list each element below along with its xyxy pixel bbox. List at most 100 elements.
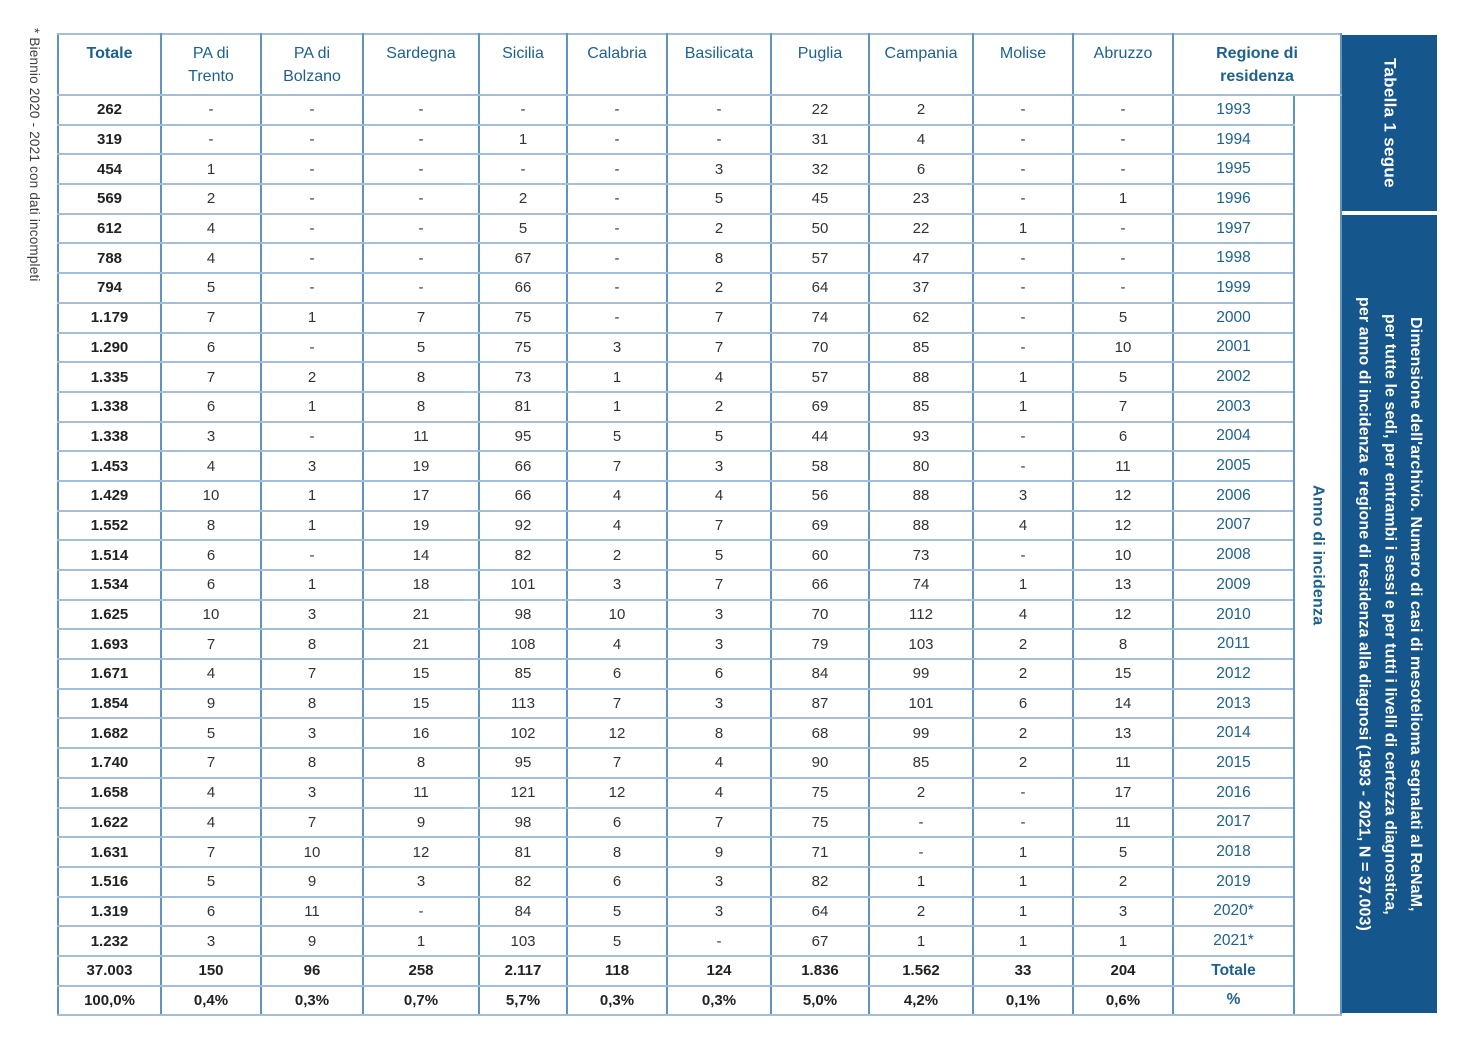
value-cell: - (1072, 153, 1174, 186)
value-cell: 1 (260, 569, 364, 601)
value-cell: - (362, 242, 480, 275)
value-cell: 23 (868, 183, 974, 215)
value-cell: 4 (972, 509, 1074, 542)
value-cell: - (260, 94, 364, 126)
value-cell: 2 (868, 895, 974, 928)
value-cell: 45 (770, 183, 870, 215)
value-cell: 7 (666, 806, 772, 839)
value-cell: 2 (868, 94, 974, 126)
value-cell: 84 (478, 895, 568, 928)
column-header: Basilicata (666, 33, 772, 96)
value-cell: 8 (362, 361, 480, 393)
value-cell: - (972, 123, 1074, 156)
value-cell: 12 (1072, 479, 1174, 512)
value-cell: 1.179 (57, 301, 162, 334)
year-cell: 2012 (1172, 658, 1295, 690)
value-cell: 1 (260, 390, 364, 423)
year-cell: 2014 (1172, 717, 1295, 750)
value-cell: 32 (770, 153, 870, 186)
value-cell: 11 (1072, 806, 1174, 839)
value-cell: 5 (566, 925, 668, 957)
value-cell: - (972, 776, 1074, 809)
table-row: 1.854 9 8 15 113 7 3 87 101 6 14 2013 (57, 687, 1341, 720)
table-caption-box: Dimensione dell'archivio. Numero di casi… (1342, 215, 1437, 1013)
value-cell: - (362, 895, 480, 928)
value-cell: 74 (770, 301, 870, 334)
value-cell: 68 (770, 717, 870, 750)
value-cell: 66 (478, 450, 568, 482)
value-cell: - (260, 242, 364, 275)
value-cell: 103 (478, 925, 568, 957)
table-row: 1.671 4 7 15 85 6 6 84 99 2 15 2012 (57, 658, 1341, 690)
table-row: 1.516 5 9 3 82 6 3 82 1 1 2 2019 (57, 865, 1341, 898)
value-cell: - (1072, 212, 1174, 245)
value-cell: 99 (868, 658, 974, 690)
value-cell: 12 (566, 776, 668, 809)
value-cell: 1 (972, 569, 1074, 601)
year-cell: Totale (1172, 954, 1295, 987)
value-cell: 101 (868, 687, 974, 720)
value-cell: 85 (868, 390, 974, 423)
value-cell: - (362, 183, 480, 215)
table-row: 1.740 7 8 8 95 7 4 90 85 2 11 2015 (57, 747, 1341, 779)
value-cell: - (478, 94, 568, 126)
value-cell: - (972, 183, 1074, 215)
value-cell: 118 (566, 954, 668, 987)
value-cell: 5 (362, 331, 480, 364)
value-cell: 79 (770, 628, 870, 661)
value-cell: 9 (362, 806, 480, 839)
value-cell: 82 (478, 865, 568, 898)
value-cell: 0,3% (566, 984, 668, 1017)
value-cell: 98 (478, 806, 568, 839)
year-cell: 2021* (1172, 925, 1295, 957)
value-cell: - (362, 212, 480, 245)
value-cell: 3 (972, 479, 1074, 512)
value-cell: 2 (1072, 865, 1174, 898)
table-row: 1.453 4 3 19 66 7 3 58 80-11 2005 (57, 450, 1341, 482)
value-cell: 121 (478, 776, 568, 809)
value-cell: 2 (478, 183, 568, 215)
year-cell: 2000 (1172, 301, 1295, 334)
value-cell: 1 (972, 865, 1074, 898)
year-cell: 2006 (1172, 479, 1295, 512)
value-cell: 6 (868, 153, 974, 186)
value-cell: 7 (566, 747, 668, 779)
value-cell: 50 (770, 212, 870, 245)
year-cell: 2009 (1172, 569, 1295, 601)
value-cell: 5 (566, 895, 668, 928)
value-cell: 7 (362, 301, 480, 334)
value-cell: 1.552 (57, 509, 162, 542)
value-cell: 85 (868, 747, 974, 779)
year-cell: 2017 (1172, 806, 1295, 839)
column-header: Sardegna (362, 33, 480, 96)
value-cell: 5 (666, 539, 772, 571)
value-cell: 1.625 (57, 598, 162, 631)
value-cell: 66 (478, 272, 568, 304)
value-cell: 2 (666, 390, 772, 423)
value-cell: 6 (160, 390, 262, 423)
table-caption: Dimensione dell'archivio. Numero di casi… (1351, 297, 1428, 931)
header-row: Totale PA di Trento PA di Bolzano Sardegna S… (57, 33, 1342, 96)
value-cell: 2 (972, 747, 1074, 779)
value-cell: 2 (972, 628, 1074, 661)
value-cell: 1.836 (770, 954, 870, 987)
value-cell: 101 (478, 569, 568, 601)
value-cell: 75 (478, 331, 568, 364)
value-cell: 0,1% (972, 984, 1074, 1017)
value-cell: - (972, 450, 1074, 482)
table-body: 262- - - - - -22 2- -1993 Anno di incidenza 319- -… (57, 93, 1342, 1017)
value-cell: 3 (666, 450, 772, 482)
value-cell: 5,0% (770, 984, 870, 1017)
caption-line-1: Dimensione dell'archivio. Numero di casi… (1406, 316, 1424, 912)
year-cell: 2007 (1172, 509, 1295, 542)
table-row: 319- - -1- -31 4- -1994 (57, 123, 1341, 156)
value-cell: 12 (1072, 509, 1174, 542)
value-cell: 70 (770, 331, 870, 364)
value-cell: 70 (770, 598, 870, 631)
year-cell: 2011 (1172, 628, 1295, 661)
value-cell: - (260, 539, 364, 571)
value-cell: - (666, 925, 772, 957)
value-cell: 44 (770, 420, 870, 453)
table-row: 794 5- -66-2 64 37- -1999 (57, 272, 1341, 304)
value-cell: - (666, 94, 772, 126)
